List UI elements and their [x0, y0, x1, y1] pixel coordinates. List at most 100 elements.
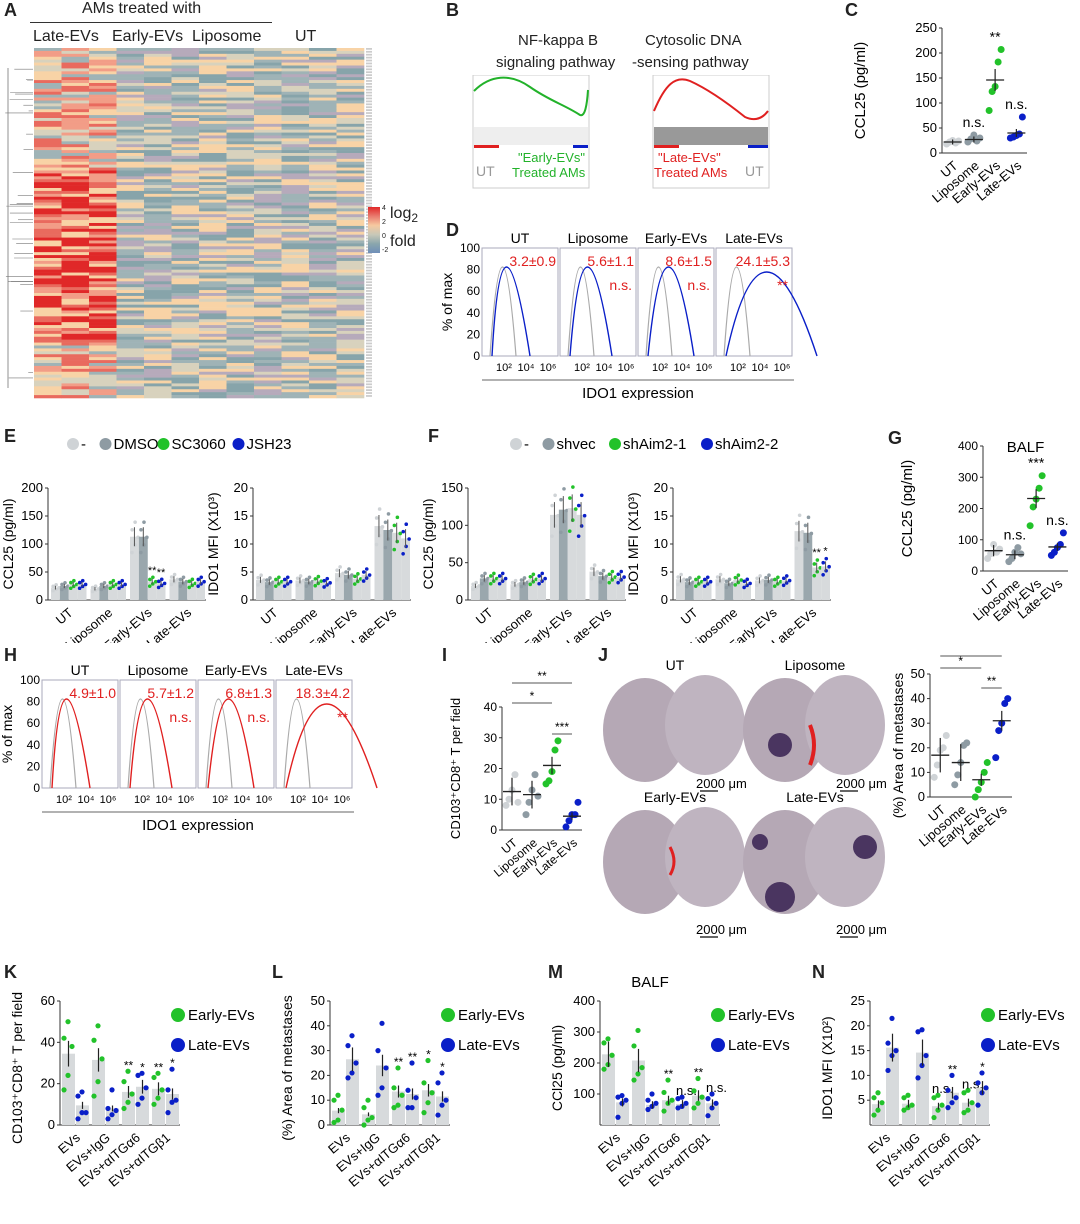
heatmap-cell [336, 360, 365, 364]
legend-marker [711, 1008, 725, 1022]
heatmap-cell [199, 153, 227, 157]
heatmap-cell [171, 260, 200, 265]
heatmap-cell [336, 328, 365, 332]
heatmap-cell [254, 83, 282, 87]
bar [886, 1047, 899, 1125]
heatmap-cell [281, 161, 310, 165]
heatmap-cell [309, 155, 337, 160]
heatmap-cell [89, 164, 117, 168]
heatmap-gene-label [366, 170, 372, 173]
heatmap-cell [171, 109, 200, 113]
heatmap-cell [171, 129, 200, 133]
heatmap-cell [254, 234, 282, 238]
data-point [301, 578, 306, 583]
heatmap-cell [226, 217, 255, 221]
heatmap-cell [61, 328, 90, 332]
data-point [93, 584, 98, 589]
heatmap-cell [254, 333, 282, 338]
heatmap-cell [89, 141, 117, 145]
data-point [184, 579, 189, 584]
heatmap-gene-label [366, 339, 372, 342]
heatmap-cell [171, 135, 200, 139]
heatmap-cell [171, 386, 200, 390]
heatmap-cell [89, 202, 117, 206]
heatmap-cell [281, 301, 310, 305]
y-tick-label: 0 [661, 592, 668, 607]
heatmap-cell [281, 392, 310, 396]
data-point [623, 1097, 629, 1103]
heatmap-cell [116, 173, 145, 177]
data-point [159, 583, 164, 588]
data-point [764, 583, 768, 587]
heatmap-cell [336, 68, 365, 72]
heatmap-cell [171, 342, 200, 346]
heatmap-cell [336, 150, 365, 154]
bar [702, 581, 712, 600]
heatmap-cell [61, 240, 90, 244]
heatmap-cell [309, 325, 337, 329]
heatmap-cell [254, 132, 282, 136]
heatmap-cell [199, 319, 227, 323]
heatmap-cell [254, 202, 282, 206]
significance-label: ** [694, 1066, 704, 1080]
data-point [736, 573, 741, 578]
bar [92, 1059, 105, 1125]
bar [138, 536, 148, 600]
legend-tick: 4 [382, 205, 386, 212]
heatmap-cell [199, 68, 227, 72]
lung-lobe [603, 810, 687, 914]
data-point [531, 771, 539, 779]
heatmap-cell [254, 240, 282, 244]
heatmap-cell [254, 185, 282, 189]
heatmap-cell [309, 138, 337, 142]
heatmap-cell [226, 333, 255, 338]
heatmap-cell [281, 360, 310, 364]
bar [676, 579, 685, 600]
data-point [109, 1112, 115, 1118]
heatmap-cell [199, 91, 227, 95]
heatmap-cell [89, 147, 117, 151]
heatmap-cell [89, 383, 117, 387]
heatmap-cell [34, 126, 62, 130]
heatmap-cell [89, 65, 117, 69]
data-point [350, 573, 354, 577]
y-tick-label: 0 [456, 592, 463, 607]
heatmap-cell [336, 167, 365, 171]
legend-marker [711, 1038, 725, 1052]
y-tick-label: 30 [311, 1043, 325, 1058]
heatmap-cell [89, 371, 117, 375]
data-point [313, 577, 318, 581]
heatmap-cell [199, 360, 227, 364]
heatmap-cell [336, 176, 365, 180]
heatmap-cell [89, 295, 117, 300]
heatmap-cell [254, 144, 282, 148]
bar [471, 585, 480, 600]
heatmap-cell [199, 380, 227, 384]
heatmap-cell [61, 383, 90, 387]
data-point [528, 582, 533, 587]
heatmap-cell [281, 243, 310, 247]
mfi-value: 5.6±1.1 [587, 253, 634, 269]
heatmap-cell [254, 377, 282, 381]
heatmap-cell [34, 392, 62, 396]
heatmap-cell [254, 360, 282, 364]
heatmap-cell [116, 170, 145, 174]
heatmap-cell [116, 161, 145, 165]
gsea-right-curve [653, 78, 769, 121]
heatmap-cell [199, 129, 227, 133]
heatmap-cell [144, 246, 172, 250]
heatmap-cell [171, 325, 200, 329]
heatmap-cell [116, 135, 145, 139]
heatmap-cell [116, 348, 145, 352]
heatmap-cell [254, 150, 282, 154]
heatmap-cell [89, 313, 117, 317]
heatmap-cell [144, 214, 172, 218]
legend-marker [981, 1038, 995, 1052]
heatmap-cell [199, 77, 227, 81]
heatmap-cell [144, 342, 172, 346]
legend-marker [609, 438, 621, 450]
heatmap-cell [199, 330, 227, 335]
heatmap-cell [199, 255, 227, 259]
bar [519, 582, 529, 600]
control-histogram [205, 698, 233, 789]
